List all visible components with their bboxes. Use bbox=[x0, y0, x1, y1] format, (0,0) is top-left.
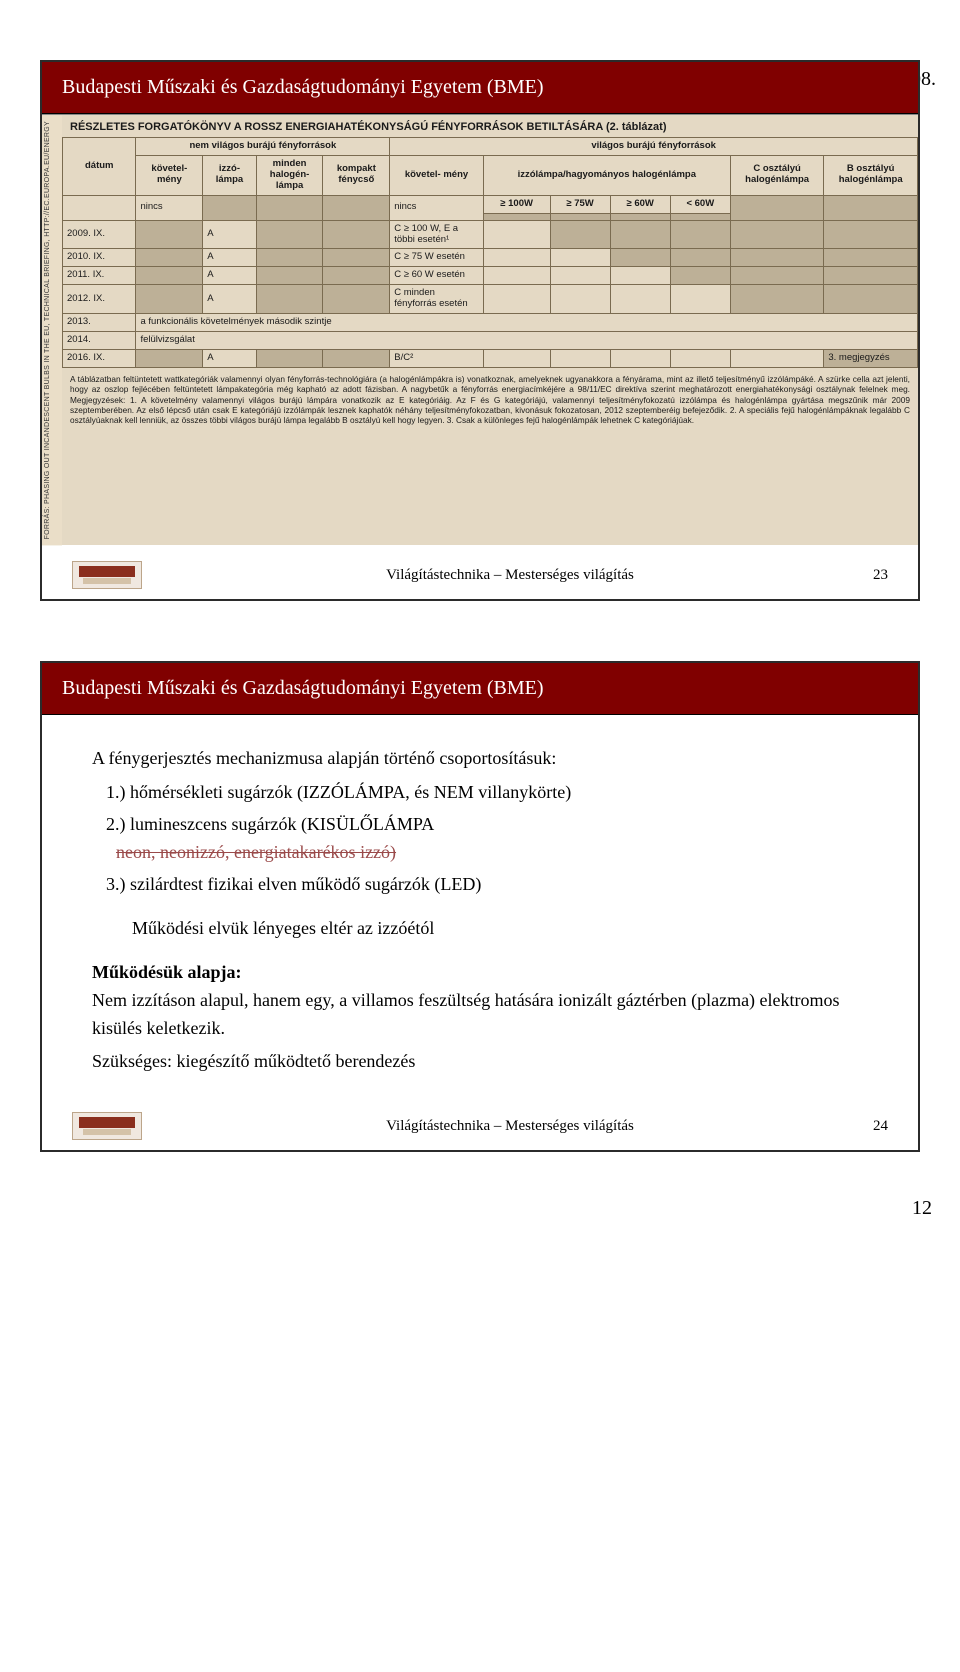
list-item-label: 2.) lumineszcens sugárzók (KISÜLŐLÁMPA bbox=[106, 814, 434, 834]
table-footnotes: A táblázatban feltüntetett wattkategóriá… bbox=[62, 368, 918, 434]
slide-23: Budapesti Műszaki és Gazdaságtudományi E… bbox=[40, 60, 920, 601]
table-row: 2010. IX. A C ≥ 75 W esetén bbox=[63, 249, 918, 267]
bme-logo-icon bbox=[72, 561, 142, 589]
list-item: 2.) lumineszcens sugárzók (KISÜLŐLÁMPA n… bbox=[106, 811, 868, 867]
cell: C ≥ 75 W esetén bbox=[390, 249, 484, 267]
page-container: 2014.11.08. Budapesti Műszaki és Gazdasá… bbox=[0, 60, 960, 1232]
slide-number: 23 bbox=[848, 567, 888, 584]
table-row: nincs nincs ≥ 100W ≥ 75W ≥ 60W < 60W bbox=[63, 195, 918, 213]
col-header: minden halogén- lámpa bbox=[256, 155, 323, 195]
page-number: 12 bbox=[912, 1197, 932, 1220]
col-header: dátum bbox=[63, 138, 136, 196]
slide-24-body: A fénygerjesztés mechanizmusa alapján tö… bbox=[42, 715, 918, 1106]
cell: 2013. bbox=[63, 314, 136, 332]
slide-title: Budapesti Műszaki és Gazdaságtudományi E… bbox=[42, 62, 918, 114]
col-header: kompakt fénycső bbox=[323, 155, 390, 195]
col-header: izzó- lámpa bbox=[203, 155, 256, 195]
group-header: világos burájú fényforrások bbox=[390, 138, 918, 156]
watt-header: ≥ 60W bbox=[610, 195, 670, 213]
table-row: követel- mény izzó- lámpa minden halogén… bbox=[63, 155, 918, 195]
regulation-table-block: FORRÁS: PHASING OUT INCANDESCENT BULBS I… bbox=[42, 114, 918, 545]
basis-text: Nem izzításon alapul, hanem egy, a villa… bbox=[92, 987, 868, 1043]
col-header: követel- mény bbox=[136, 155, 203, 195]
slide-footer: Világítástechnika – Mesterséges világítá… bbox=[42, 1106, 918, 1150]
cell: A bbox=[203, 220, 256, 249]
cell: A bbox=[203, 349, 256, 367]
table-row: dátum nem világos burájú fényforrások vi… bbox=[63, 138, 918, 156]
cell: felülvizsgálat bbox=[136, 332, 918, 350]
bme-logo-icon bbox=[72, 1112, 142, 1140]
cell: A bbox=[203, 267, 256, 285]
cell: A bbox=[203, 249, 256, 267]
cell: 2011. IX. bbox=[63, 267, 136, 285]
cell: B/C² bbox=[390, 349, 484, 367]
diff-text: Működési elvük lényeges eltér az izzóétó… bbox=[132, 915, 868, 943]
cell: C ≥ 60 W esetén bbox=[390, 267, 484, 285]
basis-heading: Működésük alapja: bbox=[92, 962, 242, 982]
col-header: követel- mény bbox=[390, 155, 484, 195]
slide-24: Budapesti Műszaki és Gazdaságtudományi E… bbox=[40, 661, 920, 1152]
table-row: 2012. IX. A C minden fényforrás esetén bbox=[63, 285, 918, 314]
col-header: C osztályú halogénlámpa bbox=[730, 155, 824, 195]
table-wrap: RÉSZLETES FORGATÓKÖNYV A ROSSZ ENERGIAHA… bbox=[62, 115, 918, 545]
intro-text: A fénygerjesztés mechanizmusa alapján tö… bbox=[92, 745, 868, 773]
table-row: 2016. IX. A B/C² 3. megjegyzés bbox=[63, 349, 918, 367]
table-row: 2013. a funkcionális követelmények másod… bbox=[63, 314, 918, 332]
need-text: Szükséges: kiegészítő működtető berendez… bbox=[92, 1048, 868, 1076]
footer-text: Világítástechnika – Mesterséges világítá… bbox=[172, 1118, 848, 1135]
cell: nincs bbox=[136, 195, 203, 220]
list-item: 3.) szilárdtest fizikai elven működő sug… bbox=[106, 871, 868, 899]
watt-header: ≥ 100W bbox=[483, 195, 550, 213]
slide-title: Budapesti Műszaki és Gazdaságtudományi E… bbox=[42, 663, 918, 715]
cell: nincs bbox=[390, 195, 484, 220]
cell: A bbox=[203, 285, 256, 314]
footer-text: Világítástechnika – Mesterséges világítá… bbox=[172, 567, 848, 584]
table-title: RÉSZLETES FORGATÓKÖNYV A ROSSZ ENERGIAHA… bbox=[62, 115, 918, 137]
cell: 2010. IX. bbox=[63, 249, 136, 267]
classification-list: 1.) hőmérsékleti sugárzók (IZZÓLÁMPA, és… bbox=[106, 779, 868, 899]
table-row: 2014. felülvizsgálat bbox=[63, 332, 918, 350]
cell: a funkcionális követelmények második szi… bbox=[136, 314, 918, 332]
slide-23-body: 2009 előtt FORRÁS: PHASING OUT INCANDESC… bbox=[42, 114, 918, 555]
col-header: izzólámpa/hagyományos halogénlámpa bbox=[483, 155, 730, 195]
cell: 2014. bbox=[63, 332, 136, 350]
table-row: 2011. IX. A C ≥ 60 W esetén bbox=[63, 267, 918, 285]
struck-text: neon, neonizzó, energiatakarékos izzó) bbox=[116, 842, 396, 862]
cell: C minden fényforrás esetén bbox=[390, 285, 484, 314]
cell: 3. megjegyzés bbox=[824, 349, 918, 367]
group-header: nem világos burájú fényforrások bbox=[136, 138, 390, 156]
cell: C ≥ 100 W, E a többi esetén¹ bbox=[390, 220, 484, 249]
cell: 2016. IX. bbox=[63, 349, 136, 367]
table-row: 2009. IX. A C ≥ 100 W, E a többi esetén¹ bbox=[63, 220, 918, 249]
col-header: B osztályú halogénlámpa bbox=[824, 155, 918, 195]
slide-24-content: A fénygerjesztés mechanizmusa alapján tö… bbox=[42, 715, 918, 1096]
watt-header: ≥ 75W bbox=[550, 195, 610, 213]
watt-header: < 60W bbox=[670, 195, 730, 213]
slide-number: 24 bbox=[848, 1118, 888, 1135]
cell: 2009. IX. bbox=[63, 220, 136, 249]
cell: 2012. IX. bbox=[63, 285, 136, 314]
list-item: 1.) hőmérsékleti sugárzók (IZZÓLÁMPA, és… bbox=[106, 779, 868, 807]
regulation-table: dátum nem világos burájú fényforrások vi… bbox=[62, 137, 918, 368]
vertical-source-text: FORRÁS: PHASING OUT INCANDESCENT BULBS I… bbox=[42, 115, 62, 545]
slide-footer: Világítástechnika – Mesterséges világítá… bbox=[42, 555, 918, 599]
